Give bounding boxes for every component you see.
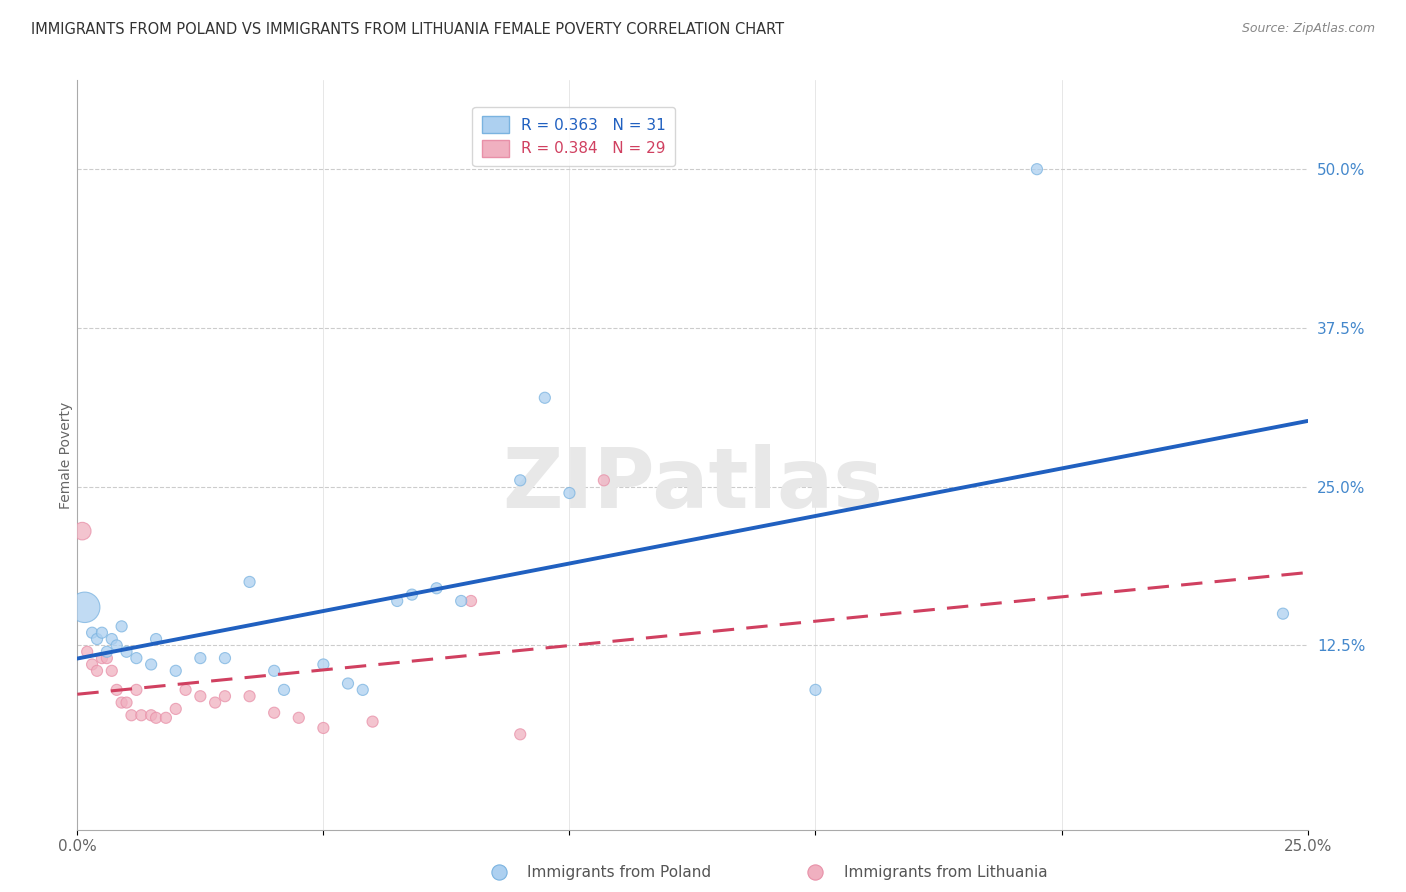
Point <box>263 664 285 678</box>
Point <box>82 657 104 672</box>
Point <box>125 651 148 665</box>
Point <box>214 690 236 704</box>
Point <box>509 727 531 741</box>
Point <box>145 711 167 725</box>
Point <box>165 664 187 678</box>
Point <box>165 702 187 716</box>
Point <box>188 651 212 665</box>
Point <box>385 594 409 608</box>
Point <box>312 657 335 672</box>
Point <box>174 682 197 697</box>
Point <box>1026 162 1049 177</box>
Point <box>76 645 98 659</box>
Point <box>534 391 557 405</box>
Point <box>86 664 108 678</box>
Point <box>401 588 423 602</box>
Text: Immigrants from Poland: Immigrants from Poland <box>527 865 711 880</box>
Point <box>509 473 531 487</box>
Point <box>188 690 212 704</box>
Point <box>239 574 262 589</box>
Point <box>593 473 616 487</box>
Point <box>115 696 138 710</box>
Point <box>426 581 449 595</box>
Point <box>96 645 118 659</box>
Point <box>111 696 132 710</box>
Point <box>352 682 374 697</box>
Point <box>70 524 93 538</box>
Point <box>86 632 108 646</box>
Point <box>288 711 311 725</box>
Point <box>96 651 118 665</box>
Text: Immigrants from Lithuania: Immigrants from Lithuania <box>844 865 1047 880</box>
Point <box>804 682 827 697</box>
Text: ZIPatlas: ZIPatlas <box>502 444 883 525</box>
Point <box>141 657 163 672</box>
Point <box>82 625 104 640</box>
Point <box>105 639 128 653</box>
Point <box>129 708 153 723</box>
Point <box>204 696 226 710</box>
Point <box>101 632 124 646</box>
Point <box>90 651 114 665</box>
Point <box>460 594 482 608</box>
Point <box>111 619 132 633</box>
Point <box>1272 607 1295 621</box>
Point <box>125 682 148 697</box>
Point <box>558 486 581 500</box>
Point <box>337 676 360 690</box>
Point <box>273 682 295 697</box>
Point <box>90 625 114 640</box>
Point <box>101 664 124 678</box>
Legend: R = 0.363   N = 31, R = 0.384   N = 29: R = 0.363 N = 31, R = 0.384 N = 29 <box>472 107 675 167</box>
Point <box>145 632 167 646</box>
Point <box>361 714 384 729</box>
Point <box>450 594 472 608</box>
Point <box>214 651 236 665</box>
Text: IMMIGRANTS FROM POLAND VS IMMIGRANTS FROM LITHUANIA FEMALE POVERTY CORRELATION C: IMMIGRANTS FROM POLAND VS IMMIGRANTS FRO… <box>31 22 785 37</box>
Point <box>141 708 163 723</box>
Y-axis label: Female Poverty: Female Poverty <box>59 401 73 508</box>
Point <box>121 708 143 723</box>
Point <box>239 690 262 704</box>
Point <box>105 682 128 697</box>
Point <box>115 645 138 659</box>
Text: Source: ZipAtlas.com: Source: ZipAtlas.com <box>1241 22 1375 36</box>
Point <box>155 711 177 725</box>
Point <box>73 600 96 615</box>
Point <box>312 721 335 735</box>
Point <box>263 706 285 720</box>
